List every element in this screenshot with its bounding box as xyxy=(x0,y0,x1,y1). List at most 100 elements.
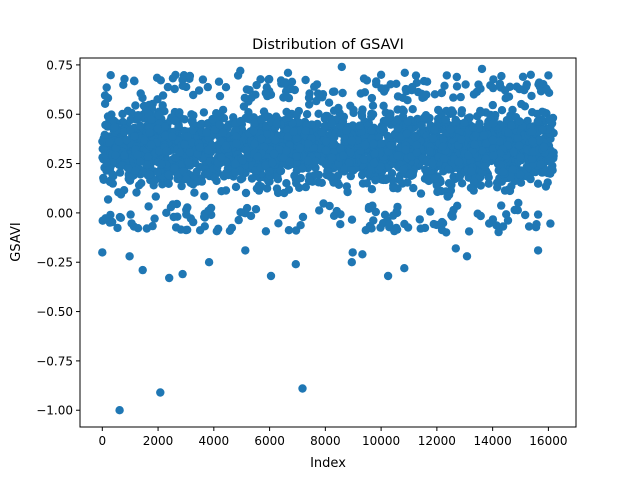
data-point xyxy=(488,135,498,145)
data-point xyxy=(518,72,528,82)
data-point xyxy=(403,178,412,187)
data-point xyxy=(232,139,241,148)
data-point xyxy=(476,181,485,190)
data-point xyxy=(240,93,249,103)
data-point xyxy=(221,141,231,151)
outlier-point xyxy=(347,258,356,267)
x-tick-label: 8000 xyxy=(310,434,341,448)
data-point xyxy=(412,140,421,150)
data-point xyxy=(185,148,194,157)
data-point xyxy=(317,128,327,137)
data-point xyxy=(234,215,243,225)
data-point xyxy=(367,93,377,103)
data-point xyxy=(531,167,540,177)
data-point xyxy=(377,139,386,148)
data-point xyxy=(100,130,109,139)
data-point xyxy=(272,119,281,128)
data-point xyxy=(314,109,323,119)
data-point xyxy=(256,115,266,124)
outlier-point xyxy=(383,271,393,281)
data-point xyxy=(546,219,555,228)
data-point xyxy=(399,165,408,174)
data-point xyxy=(513,206,522,215)
data-point xyxy=(294,106,303,116)
data-point xyxy=(479,131,489,140)
data-point xyxy=(252,80,261,90)
data-point xyxy=(215,120,224,130)
data-point xyxy=(231,126,240,135)
outlier-point xyxy=(462,252,472,261)
data-point xyxy=(185,71,195,81)
data-point xyxy=(368,201,377,210)
data-point xyxy=(302,110,312,119)
data-point xyxy=(369,139,378,149)
data-point xyxy=(424,174,433,183)
data-point xyxy=(492,221,501,230)
data-point xyxy=(444,165,453,174)
data-point xyxy=(118,117,128,127)
data-point xyxy=(291,226,301,235)
data-point xyxy=(198,75,208,84)
data-point xyxy=(261,88,270,98)
data-point xyxy=(103,122,112,131)
data-point xyxy=(430,125,439,135)
data-point xyxy=(378,219,388,228)
data-point xyxy=(154,110,164,120)
data-point xyxy=(182,175,191,184)
y-tick-label: −1.00 xyxy=(36,404,73,418)
data-point xyxy=(338,88,347,98)
data-point xyxy=(541,182,551,191)
data-point xyxy=(305,100,314,109)
data-point xyxy=(276,166,286,176)
data-point xyxy=(150,176,159,186)
data-point xyxy=(103,195,113,204)
outlier-point xyxy=(477,64,487,74)
data-point xyxy=(342,126,351,135)
data-point xyxy=(327,153,337,162)
data-point xyxy=(452,82,462,91)
data-point xyxy=(174,122,183,131)
outlier-point xyxy=(400,68,409,78)
data-point xyxy=(133,150,143,160)
data-point xyxy=(466,183,476,193)
data-point xyxy=(528,137,537,146)
data-point xyxy=(150,214,159,223)
data-point xyxy=(261,227,271,236)
data-point xyxy=(533,210,543,219)
data-point xyxy=(231,168,240,177)
data-point xyxy=(497,201,506,210)
data-point xyxy=(168,200,178,209)
outlier-point xyxy=(451,244,460,253)
data-point xyxy=(403,117,412,126)
data-point xyxy=(210,173,219,183)
data-point xyxy=(158,91,168,100)
data-point xyxy=(294,118,303,127)
data-point xyxy=(327,119,336,128)
outlier-point xyxy=(125,252,134,261)
data-point xyxy=(311,157,320,166)
y-tick-label: 0.50 xyxy=(46,108,73,122)
data-point xyxy=(495,79,505,89)
data-point xyxy=(500,86,510,95)
outlier-point xyxy=(241,246,250,255)
data-point xyxy=(533,109,542,119)
data-point xyxy=(360,88,370,97)
data-point xyxy=(242,85,252,94)
data-point xyxy=(457,135,466,144)
outlier-point xyxy=(283,68,293,78)
data-point xyxy=(489,151,498,160)
data-point xyxy=(183,132,192,141)
data-point xyxy=(180,115,189,124)
data-point xyxy=(123,106,133,116)
data-point xyxy=(246,211,256,221)
x-tick-label: 16000 xyxy=(529,434,567,448)
data-point xyxy=(422,77,432,86)
data-point xyxy=(169,212,178,222)
data-point xyxy=(504,92,514,101)
outlier-point xyxy=(156,388,165,397)
data-points xyxy=(98,62,558,415)
data-point xyxy=(533,179,543,188)
data-point xyxy=(437,88,446,98)
data-point xyxy=(449,205,458,215)
